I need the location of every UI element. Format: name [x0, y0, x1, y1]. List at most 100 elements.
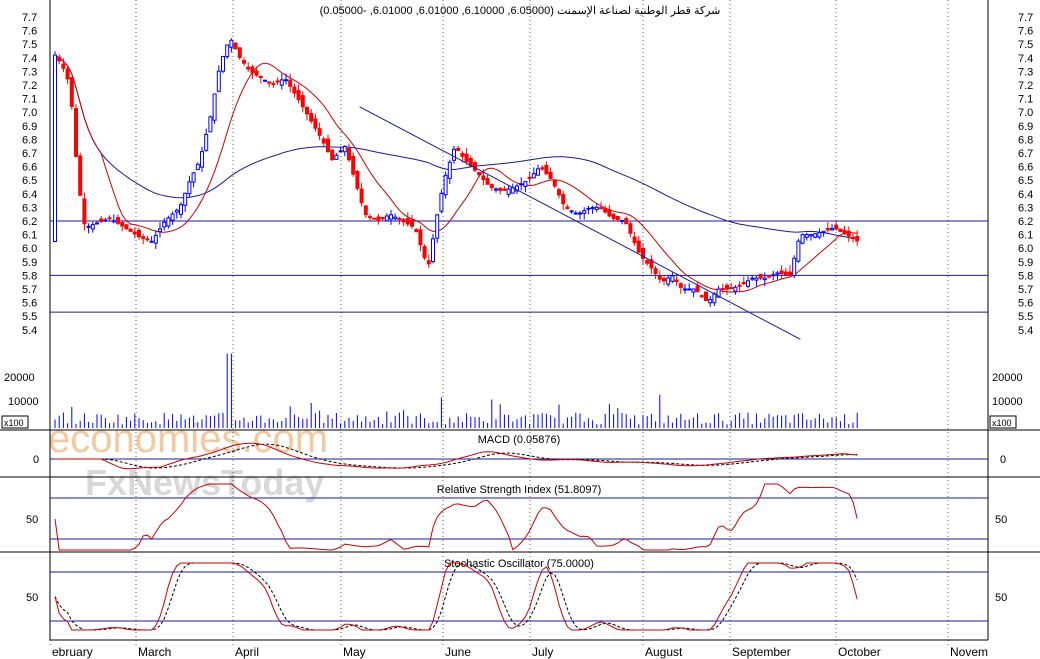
price-tick-left: 6.4	[22, 189, 37, 201]
macd-tick-left: 0	[33, 454, 39, 466]
price-tick-left: 6.8	[22, 134, 37, 146]
candle-body	[229, 39, 234, 48]
candle-body	[246, 66, 251, 70]
candle-body	[481, 175, 486, 181]
rsi-tick-left: 50	[26, 514, 38, 526]
candle-body	[405, 218, 410, 225]
ma-long-path	[54, 54, 858, 240]
candle-body	[489, 184, 494, 189]
candle-body	[750, 277, 755, 280]
volume-tick-10000-left: 10000	[8, 396, 39, 408]
candle-body	[712, 293, 717, 304]
month-label: ebruary	[52, 645, 93, 659]
stoch-d-line	[54, 562, 858, 631]
candle-body	[174, 209, 179, 213]
month-label: Novem	[950, 645, 988, 659]
candle-body	[830, 227, 834, 231]
price-tick-right: 7.2	[1018, 80, 1033, 92]
candle-body	[527, 177, 532, 180]
candle-body	[456, 147, 461, 152]
price-tick-right: 7.3	[1018, 66, 1033, 78]
candle-body	[149, 240, 154, 243]
candle-body	[414, 229, 419, 233]
candle-body	[666, 277, 671, 285]
candle-body	[158, 228, 162, 233]
candle-body	[107, 217, 112, 220]
stoch-label: Stochastic Oscillator (75.0000)	[444, 558, 594, 570]
month-label: May	[343, 645, 366, 659]
moving-average-short	[54, 54, 858, 293]
moving-average-long	[54, 54, 858, 240]
candle-body	[788, 271, 792, 276]
candle-body	[384, 215, 389, 222]
candle-body	[300, 95, 305, 108]
price-tick-left: 5.7	[22, 284, 37, 296]
price-tick-left: 7.1	[22, 94, 37, 106]
candle-body	[674, 279, 679, 283]
candle-body	[95, 222, 99, 225]
price-tick-right: 5.4	[1018, 325, 1033, 337]
candle-body	[435, 214, 440, 239]
candle-body	[233, 42, 238, 50]
candle-body	[548, 171, 553, 180]
month-label: October	[838, 645, 881, 659]
candle-body	[485, 178, 490, 185]
price-tick-right: 5.6	[1018, 298, 1033, 310]
candle-body	[523, 181, 528, 187]
price-tick-left: 6.9	[22, 121, 37, 133]
candle-body	[103, 219, 108, 222]
candle-body	[78, 155, 83, 196]
price-tick-left: 6.1	[22, 230, 37, 242]
candle-body	[502, 188, 507, 191]
stoch-tick-right: 50	[995, 592, 1007, 604]
candle-body	[796, 240, 801, 262]
price-tick-right: 6.6	[1018, 162, 1033, 174]
price-tick-right: 6.1	[1018, 230, 1033, 242]
candle-body	[111, 220, 116, 223]
candle-body	[57, 56, 62, 62]
candle-body	[422, 246, 427, 259]
price-tick-left: 6.7	[22, 148, 37, 160]
trendline	[359, 106, 801, 340]
price-tick-left: 7.6	[22, 26, 37, 38]
candle-body	[846, 230, 851, 237]
candle-body	[695, 285, 700, 293]
candle-body	[561, 194, 566, 205]
candle-body	[334, 154, 339, 160]
candle-body	[183, 192, 188, 206]
price-tick-left: 6.5	[22, 175, 37, 187]
macd-signal-line	[55, 443, 858, 469]
candle-body	[368, 216, 372, 219]
candle-body	[351, 155, 356, 175]
price-tick-left: 5.8	[22, 270, 37, 282]
candle-body	[683, 288, 687, 291]
candle-body	[582, 210, 587, 214]
candle-body	[401, 219, 406, 223]
rsi-tick-right: 50	[995, 514, 1007, 526]
rsi-line	[54, 483, 858, 551]
candle-body	[473, 162, 477, 171]
candle-body	[204, 134, 209, 151]
candle-body	[141, 236, 146, 239]
candle-body	[754, 277, 759, 281]
candle-body	[410, 219, 414, 227]
candle-body	[603, 207, 608, 213]
price-tick-left: 6.6	[22, 162, 37, 174]
candle-body	[195, 163, 200, 171]
candle-body	[120, 222, 125, 227]
candle-body	[313, 118, 318, 129]
candle-body	[397, 217, 402, 221]
candle-body	[393, 216, 398, 220]
candle-body	[544, 164, 549, 175]
candle-body	[855, 236, 860, 242]
chart-title: شركة قطر الوطنية لصناعة الإسمنت (6.05000…	[320, 5, 721, 17]
candle-body	[200, 151, 204, 168]
price-tick-right: 5.5	[1018, 311, 1033, 323]
candle-body	[99, 218, 104, 222]
candle-body	[376, 216, 381, 222]
candle-body	[821, 230, 826, 234]
candle-body	[565, 206, 570, 210]
candle-body	[607, 209, 612, 217]
candle-body	[452, 148, 456, 161]
